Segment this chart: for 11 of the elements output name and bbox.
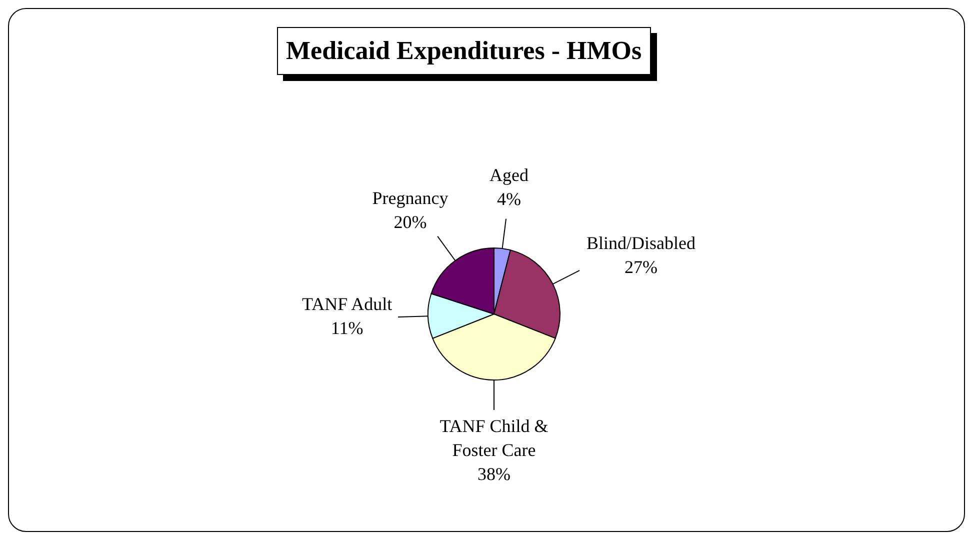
chart-title: Medicaid Expenditures - HMOs <box>277 27 651 75</box>
data-label: 38% <box>478 464 510 484</box>
data-label: 27% <box>624 256 658 277</box>
data-label: 11% <box>330 318 364 338</box>
data-label: 20% <box>394 212 427 232</box>
slice-label: Blind/Disabled <box>586 232 696 253</box>
slice-label: TANF Adult <box>302 294 392 314</box>
slice-label: Pregnancy <box>372 188 448 208</box>
slice-label: Aged <box>490 165 529 186</box>
slice-label: TANF Child & Foster Care <box>440 416 548 460</box>
data-label: 4% <box>497 189 522 210</box>
